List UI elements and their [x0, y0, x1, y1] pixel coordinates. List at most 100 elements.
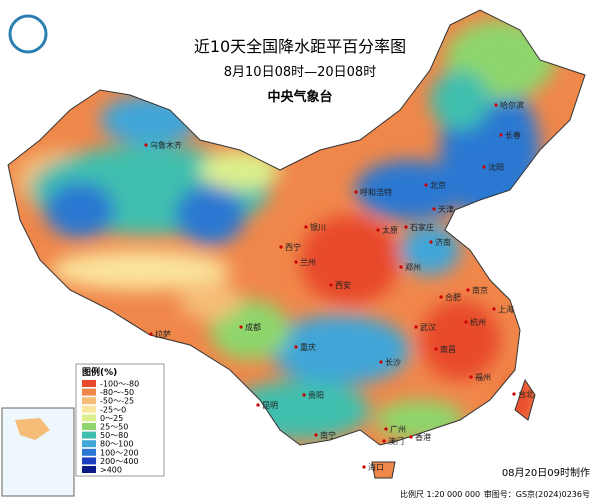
city-label: 呼和浩特	[360, 187, 392, 197]
legend-label: 200～400	[100, 457, 139, 466]
agency: 中央气象台	[267, 89, 332, 105]
inset	[1, 407, 75, 497]
city-label: 广州	[390, 424, 406, 434]
legend-swatch	[82, 457, 96, 465]
legend-label: 50～80	[100, 431, 128, 440]
city-dot	[499, 133, 503, 137]
city-label: 太原	[382, 225, 398, 235]
legend-label: 25～50	[100, 423, 128, 432]
city-label: 西安	[335, 280, 351, 290]
legend: 图例(%) -100～-80-80～-50-50～-25-25～00～2525～…	[75, 363, 165, 477]
city-label: 重庆	[300, 342, 316, 352]
city-dot	[432, 207, 436, 211]
city-label: 郑州	[405, 262, 421, 272]
legend-swatch	[82, 440, 96, 448]
city-dot	[239, 325, 243, 329]
city-dot	[329, 283, 333, 287]
city-label: 杭州	[470, 317, 486, 327]
legend-swatch	[82, 414, 96, 422]
city-dot	[354, 190, 358, 194]
city-label: 长沙	[385, 357, 401, 367]
logo	[8, 14, 48, 54]
city-dot	[404, 225, 408, 229]
city-dot	[382, 439, 386, 443]
city-label: 台北	[518, 389, 534, 399]
legend-label: >400	[100, 466, 122, 475]
city-label: 沈阳	[488, 162, 504, 172]
legend-title: 图例(%)	[82, 366, 117, 378]
city-label: 兰州	[300, 257, 316, 267]
legend-label: 80～100	[100, 440, 133, 449]
legend-swatch	[82, 388, 96, 396]
city-label: 成都	[245, 322, 261, 332]
city-dot	[294, 260, 298, 264]
city-dot	[362, 465, 366, 469]
city-dot	[466, 288, 470, 292]
city-label: 福州	[475, 373, 491, 382]
legend-swatch	[82, 431, 96, 439]
city-label: 拉萨	[155, 329, 171, 339]
city-label: 武汉	[420, 322, 436, 332]
made: 08月20日09时制作	[502, 466, 590, 479]
legend-swatch	[82, 466, 96, 473]
city-dot	[256, 403, 260, 407]
city-dot	[294, 345, 298, 349]
legend-swatch	[82, 397, 96, 405]
city-dot	[482, 165, 486, 169]
legend-label: -80～-50	[100, 388, 134, 397]
city-label: 乌鲁木齐	[150, 140, 182, 150]
city-label: 昆明	[262, 401, 278, 410]
legend-swatch	[82, 448, 96, 456]
title: 近10天全国降水距平百分率图	[194, 37, 406, 56]
city-dot	[144, 143, 148, 147]
city-dot	[424, 183, 428, 187]
city-dot	[314, 433, 318, 437]
legend-swatch	[82, 405, 96, 413]
city-dot	[429, 240, 433, 244]
city-label: 天津	[438, 204, 454, 214]
city-label: 南宁	[320, 430, 336, 440]
city-dot	[376, 228, 380, 232]
city-dot	[512, 392, 516, 396]
legend-label: 100～200	[100, 448, 139, 457]
city-label: 银川	[310, 222, 326, 232]
legend-swatch	[82, 423, 96, 430]
city-dot	[399, 265, 403, 269]
city-label: 哈尔滨	[500, 100, 524, 110]
city-dot	[149, 332, 153, 336]
city-label: 石家庄	[410, 222, 434, 232]
city-label: 合肥	[445, 292, 461, 302]
city-dot	[434, 347, 438, 351]
legend-swatch	[82, 380, 96, 387]
city-label: 长春	[505, 130, 521, 140]
city-dot	[304, 225, 308, 229]
city-dot	[469, 375, 473, 379]
footer: 08月20日09时制作 比例尺 1:20 000 000 审图号：GS京(202…	[400, 466, 590, 499]
city-label: 济南	[435, 237, 451, 247]
city-label: 海口	[368, 462, 384, 472]
city-label: 北京	[430, 180, 446, 190]
city-dot	[279, 245, 283, 249]
city-dot	[384, 427, 388, 431]
legend-label: -100～-80	[100, 380, 139, 389]
legend-label: -25～0	[100, 405, 126, 414]
city-dot	[492, 307, 496, 311]
city-dot	[379, 360, 383, 364]
city-label: 澳门	[388, 436, 404, 446]
subtitle: 8月10日08时—20日08时	[224, 65, 376, 80]
approval: 审图号：GS京(2024)0236号	[484, 489, 590, 499]
city-label: 贵阳	[308, 390, 324, 400]
city-label: 南昌	[440, 344, 456, 354]
city-label: 西宁	[285, 242, 301, 252]
legend-label: 0～25	[100, 414, 123, 423]
city-dot	[414, 325, 418, 329]
city-dot	[302, 393, 306, 397]
scale: 比例尺 1:20 000 000	[400, 489, 480, 499]
city-dot	[439, 295, 443, 299]
legend-label: -50～-25	[100, 397, 134, 406]
city-label: 南京	[472, 285, 488, 295]
city-dot	[494, 103, 498, 107]
city-dot	[464, 320, 468, 324]
